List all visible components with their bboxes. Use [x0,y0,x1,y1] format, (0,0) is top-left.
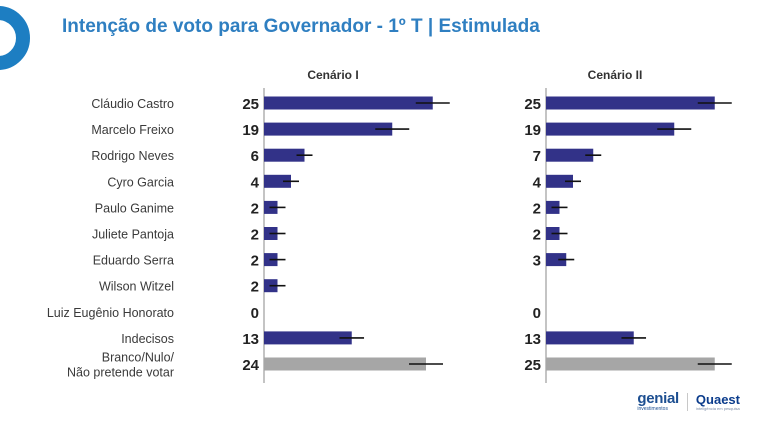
data-label: 4 [533,174,542,191]
category-label: Marcelo Freixo [91,123,174,137]
quaest-logo-tagline: inteligência em pesquisa [695,406,740,411]
data-label: 4 [251,174,260,191]
genial-logo-tagline: investimentos [637,406,668,412]
data-label: 24 [242,357,259,374]
data-label: 13 [524,331,541,348]
page-title: Intenção de voto para Governador - 1º T … [62,16,540,37]
category-label: Rodrigo Neves [91,149,174,163]
category-label: Juliete Pantoja [92,228,174,242]
bar [546,357,715,371]
data-label: 19 [524,122,541,139]
bar [546,253,567,267]
footer-logos: genial investimentos Quaest inteligência… [637,390,740,412]
quaest-logo: Quaest inteligência em pesquisa [696,393,740,411]
data-label: 0 [251,305,259,322]
data-label: 7 [533,148,541,165]
category-label: Não pretende votar [67,366,174,380]
data-label: 3 [533,253,541,270]
bar [264,331,352,345]
bar [546,331,634,345]
category-label: Indecisos [121,332,174,346]
category-label: Luiz Eugênio Honorato [47,306,174,320]
bar [264,96,433,110]
genial-logo: genial investimentos [637,390,679,412]
data-label: 2 [251,253,259,270]
data-label: 25 [524,357,541,374]
data-label: 13 [242,331,259,348]
data-label: 2 [533,200,541,217]
bar [546,122,675,136]
bar [264,174,291,188]
bar [546,148,594,162]
data-label: 19 [242,122,259,139]
data-label: 0 [533,305,541,322]
series-title: Cenário II [588,68,643,82]
category-label: Cyro Garcia [107,175,174,189]
data-label: 25 [242,96,259,113]
category-label: Cláudio Castro [91,97,174,111]
data-label: 2 [251,279,259,296]
category-label: Paulo Ganime [95,201,174,215]
data-label: 2 [251,200,259,217]
bar [264,357,426,371]
bar [546,96,715,110]
genial-logo-text: genial [637,390,679,407]
data-label: 2 [533,227,541,244]
quaest-logo-text: Quaest [695,392,740,407]
category-label: Branco/Nulo/ [102,351,175,365]
bar [546,174,573,188]
bar [264,148,305,162]
data-label: 2 [251,227,259,244]
series-title: Cenário I [307,68,358,82]
category-label: Eduardo Serra [93,254,174,268]
bar [264,122,393,136]
data-label: 25 [524,96,541,113]
data-label: 6 [251,148,259,165]
category-label: Wilson Witzel [99,280,174,294]
footer-divider [686,393,688,411]
